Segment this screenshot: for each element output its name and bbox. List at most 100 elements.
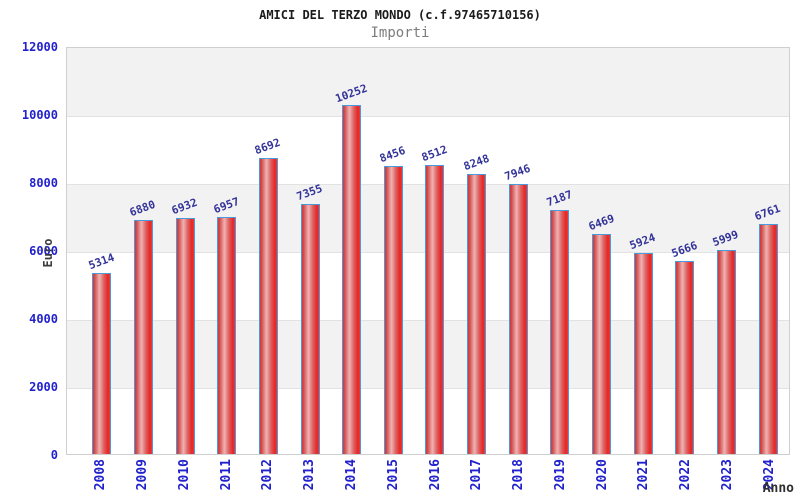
bar-value-label: 6469 [586,211,616,234]
bar-slot-2024: 6761 [747,48,789,454]
x-axis-labels: 2008 2009 2010 2011 2012 2013 2014 2015 2016 2017… [66,459,790,499]
x-label-slot: 2008 [80,459,122,499]
bar-value-label: 8512 [419,142,450,165]
x-tick-label: 2019 [552,459,568,491]
bar-value-label: 10252 [333,81,369,106]
bar-slot-2017: 8248 [456,48,498,454]
bar-2012 [258,158,278,454]
bar-2018 [508,184,528,454]
bar-slot-2010: 6932 [164,48,206,454]
x-label-slot: 2009 [122,459,164,499]
x-axis-title: Anno [762,481,794,496]
bar-2017 [467,174,487,454]
chart-title: AMICI DEL TERZO MONDO (c.f.97465710156) [259,8,541,22]
y-tick-label: 2000 [29,380,58,394]
bar-value-label: 6761 [752,201,783,224]
bar-2023 [716,250,736,454]
x-tick-label: 2011 [218,459,234,491]
bar-2015 [383,166,403,454]
bars-row: 5314 6880 6932 6957 8692 7355 10252 8456 8512 824… [67,48,789,454]
bar-value-label: 5666 [669,238,699,261]
x-tick-label: 2020 [594,459,610,491]
bar-value-label: 5924 [627,230,658,253]
x-label-slot: 2011 [205,459,247,499]
y-tick-label: 12000 [21,40,58,54]
x-tick-label: 2012 [260,459,276,491]
plot-area: 5314 6880 6932 6957 8692 7355 10252 8456 8512 824… [66,47,790,455]
bar-2021 [633,253,653,454]
x-label-slot: 2018 [498,459,540,499]
plot-band [67,48,789,116]
x-tick-label: 2021 [636,459,652,491]
bar-value-label: 6880 [128,197,158,220]
x-label-slot: 2017 [456,459,498,499]
bar-2009 [133,220,153,454]
bar-value-label: 8456 [378,143,408,166]
bar-slot-2020: 6469 [581,48,623,454]
bar-value-label: 6932 [169,195,200,218]
y-tick-label: 10000 [21,108,58,122]
bar-slot-2014: 10252 [331,48,373,454]
x-label-slot: 2023 [706,459,748,499]
x-tick-label: 2023 [719,459,735,491]
bar-2011 [217,217,237,454]
bar-value-label: 6957 [211,194,241,217]
bar-slot-2023: 5999 [706,48,748,454]
bar-slot-2019: 7187 [539,48,581,454]
bar-slot-2013: 7355 [289,48,331,454]
y-tick-label: 8000 [29,176,58,190]
x-tick-label: 2009 [135,459,151,491]
y-tick-label: 4000 [29,312,58,326]
x-tick-label: 2014 [343,459,359,491]
bar-slot-2016: 8512 [414,48,456,454]
bar-2020 [592,234,611,454]
bar-slot-2022: 5666 [664,48,706,454]
y-axis-title: Euro [41,238,55,268]
bar-slot-2021: 5924 [622,48,664,454]
x-tick-label: 2013 [302,459,318,491]
bar-value-label: 8248 [461,151,491,174]
bar-2016 [425,165,445,454]
bar-slot-2012: 8692 [248,48,290,454]
x-label-slot: 2022 [665,459,707,499]
x-label-slot: 2014 [331,459,373,499]
bar-value-label: 5999 [711,227,741,250]
bar-2010 [175,218,195,454]
x-label-slot: 2015 [372,459,414,499]
bar-2008 [92,273,112,454]
x-tick-label: 2016 [427,459,443,491]
bar-2022 [675,261,695,454]
bar-value-label: 7946 [503,161,533,184]
bar-2013 [300,204,320,454]
bar-slot-2015: 8456 [372,48,414,454]
bar-slot-2011: 6957 [206,48,248,454]
bar-slot-2018: 7946 [497,48,539,454]
x-tick-label: 2010 [176,459,192,491]
x-label-slot: 2016 [414,459,456,499]
x-tick-label: 2017 [469,459,485,491]
x-label-slot: 2012 [247,459,289,499]
x-label-slot: 2013 [289,459,331,499]
x-label-slot: 2021 [623,459,665,499]
x-tick-label: 2008 [93,459,109,491]
chart-subtitle: Importi [370,25,430,41]
bar-2019 [550,210,570,454]
bar-value-label: 8692 [253,135,283,158]
bar-2024 [758,224,778,454]
bar-value-label: 5314 [86,250,116,273]
gridline [67,116,789,117]
x-label-slot: 2010 [164,459,206,499]
bar-value-label: 7187 [544,187,575,210]
x-tick-label: 2022 [678,459,694,491]
bar-slot-2009: 6880 [123,48,165,454]
x-tick-label: 2015 [385,459,401,491]
x-label-slot: 2019 [539,459,581,499]
x-tick-label: 2018 [511,459,527,491]
bar-2014 [342,105,362,454]
y-tick-label: 0 [50,448,58,462]
bar-value-label: 7355 [294,181,325,204]
y-tick-label: 6000 [29,244,58,258]
x-label-slot: 2020 [581,459,623,499]
bar-slot-2008: 5314 [81,48,123,454]
